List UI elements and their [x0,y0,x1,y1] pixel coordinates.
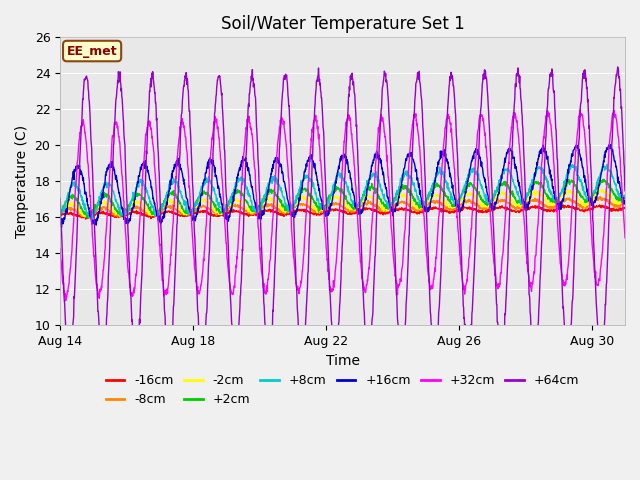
-16cm [72,213,79,218]
+2cm [72,196,79,202]
+2cm [360,193,368,199]
-16cm [198,208,205,214]
+2cm [600,177,607,182]
-8cm [182,211,189,216]
Y-axis label: Temperature (C): Temperature (C) [15,125,29,238]
+16cm [497,179,505,184]
Line: -16cm: -16cm [60,205,625,219]
+16cm [150,195,157,201]
-2cm [182,210,189,216]
-2cm [198,197,205,203]
Line: +32cm: +32cm [60,110,625,300]
+16cm [58,225,65,230]
-2cm [598,187,605,192]
-2cm [81,214,89,220]
+64cm [56,195,64,201]
Title: Soil/Water Temperature Set 1: Soil/Water Temperature Set 1 [221,15,465,33]
+2cm [56,212,64,217]
+64cm [182,70,189,76]
-2cm [621,195,629,201]
+16cm [182,192,189,197]
+32cm [62,298,70,303]
Legend: -16cm, -8cm, -2cm, +2cm, +8cm, +16cm, +32cm, +64cm: -16cm, -8cm, -2cm, +2cm, +8cm, +16cm, +3… [100,369,584,411]
+8cm [497,175,505,180]
+32cm [72,180,80,186]
+16cm [360,200,368,206]
+8cm [198,185,205,191]
-16cm [621,205,629,211]
-2cm [150,213,157,218]
+64cm [198,358,205,363]
+2cm [150,209,157,215]
-2cm [360,194,368,200]
Line: +2cm: +2cm [60,180,625,218]
+2cm [198,190,205,195]
-16cm [150,213,157,219]
-8cm [84,215,92,221]
+2cm [182,206,189,212]
Line: +8cm: +8cm [60,164,625,220]
+64cm [72,262,79,268]
Line: +64cm: +64cm [60,67,625,365]
+64cm [621,188,629,193]
+64cm [132,362,140,368]
Text: EE_met: EE_met [67,45,117,58]
+2cm [621,192,629,198]
+32cm [56,246,64,252]
+8cm [72,183,79,189]
+16cm [56,221,64,227]
+64cm [614,64,621,70]
X-axis label: Time: Time [326,354,360,368]
+8cm [56,213,64,218]
+8cm [621,194,629,200]
-2cm [72,204,79,209]
+64cm [360,306,368,312]
+2cm [85,216,93,221]
-16cm [82,216,90,222]
+8cm [599,161,607,167]
-16cm [182,213,189,218]
+8cm [182,198,189,204]
+2cm [497,181,505,187]
-8cm [198,204,205,209]
+32cm [497,270,505,276]
+32cm [150,145,157,151]
+32cm [198,277,205,283]
+64cm [150,77,157,83]
+32cm [576,107,584,113]
-2cm [497,191,505,196]
-8cm [72,207,79,213]
-16cm [56,212,64,218]
-8cm [621,199,629,204]
+32cm [621,235,629,240]
+32cm [360,287,368,292]
+8cm [88,217,96,223]
Line: -2cm: -2cm [60,190,625,217]
-8cm [360,203,368,208]
+8cm [150,204,157,210]
-16cm [360,207,368,213]
-8cm [497,197,505,203]
+64cm [497,351,505,357]
-8cm [596,193,604,199]
Line: +16cm: +16cm [60,145,625,228]
+32cm [182,135,189,141]
+16cm [72,164,80,169]
+16cm [607,142,614,148]
Line: -8cm: -8cm [60,196,625,218]
-16cm [596,202,604,208]
+16cm [198,192,205,198]
-8cm [150,212,157,218]
+16cm [621,199,629,205]
-2cm [56,208,64,214]
+8cm [360,188,368,194]
-8cm [56,211,64,217]
-16cm [497,204,505,210]
